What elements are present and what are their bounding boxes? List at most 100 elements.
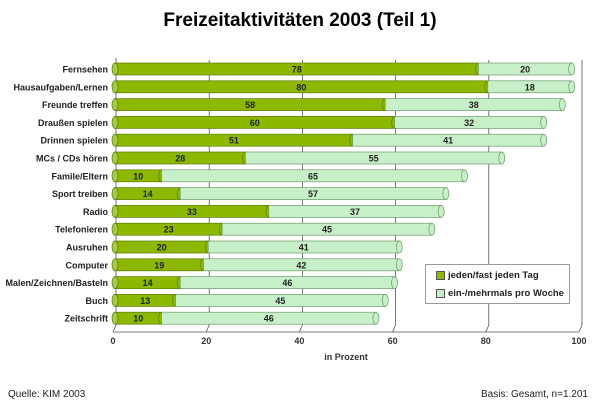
category-label: Drinnen spielen	[40, 136, 108, 146]
category-label: Buch	[86, 296, 109, 306]
data-label: 14	[143, 189, 153, 199]
data-label: 38	[469, 100, 479, 110]
bar-cap	[395, 258, 403, 272]
bar-base-cap	[111, 187, 119, 200]
data-label: 32	[464, 118, 474, 128]
data-label: 28	[175, 154, 185, 164]
data-label: 14	[143, 278, 153, 288]
tick-mark	[299, 324, 303, 333]
bar-cap	[540, 116, 548, 129]
data-label: 13	[140, 296, 150, 306]
bar-cap	[372, 311, 380, 325]
data-label: 51	[229, 136, 239, 146]
category-label: Draußen spielen	[38, 118, 108, 128]
bar-cap	[395, 240, 403, 254]
legend-item-daily: jeden/fast jeden Tag	[436, 270, 539, 281]
legend-label-weekly: ein-/mehrmals pro Woche	[448, 288, 564, 299]
data-label: 65	[308, 171, 318, 181]
bar-base-cap	[111, 151, 119, 165]
category-label: Radio	[83, 207, 109, 217]
category-label: Fernsehen	[62, 65, 108, 75]
bar-base-cap	[111, 258, 119, 272]
bar-base-cap	[111, 98, 119, 111]
category-label: Zeitschrift	[64, 314, 108, 324]
bar-base-cap	[111, 311, 119, 325]
x-axis-label: in Prozent	[324, 352, 368, 362]
data-label: 10	[133, 314, 143, 324]
data-label: 57	[308, 189, 318, 199]
tick-mark	[392, 324, 396, 333]
bar-base-cap	[111, 116, 119, 129]
legend-label-daily: jeden/fast jeden Tag	[448, 270, 539, 281]
x-tick-label: 60	[388, 336, 398, 346]
category-label: Telefonieren	[55, 225, 108, 235]
bar-cap	[540, 133, 548, 147]
tick-mark	[485, 324, 490, 333]
data-label: 20	[157, 243, 167, 253]
data-label: 60	[250, 118, 260, 128]
x-tick-label: 40	[294, 336, 304, 346]
category-label: Sport treiben	[52, 189, 108, 199]
bar-base-cap	[111, 294, 119, 307]
x-tick-label: 100	[571, 336, 586, 346]
bar-cap	[391, 276, 398, 289]
data-label: 23	[164, 225, 174, 235]
category-label: Malen/Zeichnen/Basteln	[5, 278, 108, 288]
data-label: 41	[299, 243, 309, 253]
data-label: 78	[292, 65, 302, 75]
x-tick-label: 0	[110, 336, 115, 346]
bar-cap	[461, 169, 468, 183]
bar-base-cap	[111, 205, 119, 218]
bar-cap	[437, 205, 445, 218]
bar-cap	[568, 62, 576, 76]
bar-cap	[568, 80, 576, 94]
tick-mark	[205, 324, 210, 333]
x-tick-label: 80	[481, 336, 491, 346]
bar-cap	[428, 222, 436, 236]
data-label: 46	[282, 278, 292, 288]
legend: jeden/fast jeden Tag ein-/mehrmals pro W…	[425, 264, 570, 304]
legend-swatch-daily	[436, 271, 445, 280]
tick-mark	[112, 324, 117, 333]
bar-base-cap	[111, 80, 119, 94]
data-label: 45	[275, 296, 285, 306]
data-label: 58	[245, 100, 255, 110]
data-label: 45	[322, 225, 332, 235]
bar-base-cap	[111, 222, 119, 236]
chart-title: Freizeitaktivitäten 2003 (Teil 1)	[163, 10, 437, 31]
category-label: Hausaufgaben/Lernen	[13, 82, 108, 92]
bar-base-cap	[111, 240, 119, 254]
data-label: 55	[369, 154, 379, 164]
basis-note: Basis: Gesamt, n=1.201	[480, 389, 588, 400]
category-label: Famile/Eltern	[51, 171, 108, 181]
data-label: 46	[264, 314, 274, 324]
data-label: 10	[133, 171, 143, 181]
data-label: 33	[187, 207, 197, 217]
bar-cap	[559, 98, 566, 111]
bar-cap	[381, 294, 389, 307]
legend-item-weekly: ein-/mehrmals pro Woche	[436, 288, 564, 299]
data-label: 18	[525, 82, 535, 92]
category-label: Freunde treffen	[42, 100, 108, 110]
category-label: MCs / CDs hören	[36, 154, 108, 164]
data-label: 42	[296, 260, 306, 270]
data-label: 37	[350, 207, 360, 217]
data-label: 19	[154, 260, 164, 270]
source-note: Quelle: KIM 2003	[8, 389, 86, 400]
data-label: 20	[520, 65, 530, 75]
x-tick-label: 20	[201, 336, 211, 346]
bar-base-cap	[111, 276, 119, 289]
bar-cap	[498, 151, 506, 165]
bar-base-cap	[111, 62, 119, 76]
bar-base-cap	[111, 133, 119, 147]
category-label: Ausruhen	[66, 243, 108, 253]
data-label: 41	[443, 136, 453, 146]
category-label: Computer	[66, 260, 109, 270]
bar-base-cap	[111, 169, 119, 183]
data-label: 80	[296, 82, 306, 92]
bar-cap	[442, 187, 450, 200]
tick-mark	[578, 324, 583, 333]
legend-swatch-weekly	[436, 289, 445, 298]
